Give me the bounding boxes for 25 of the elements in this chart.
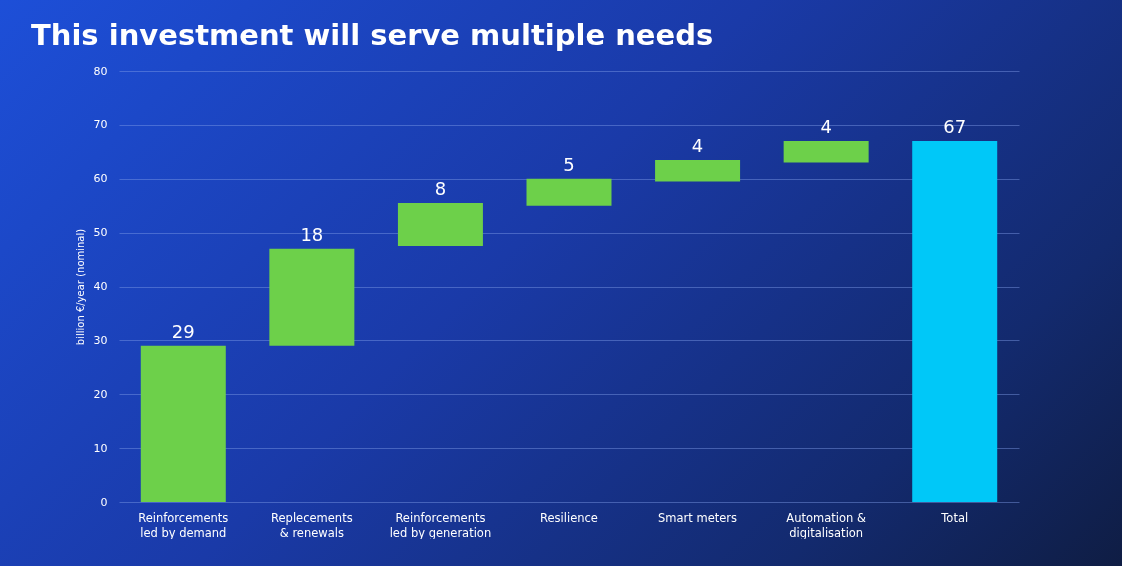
y-tick-label: 10 xyxy=(93,441,108,455)
chart-title: This investment will serve multiple needs xyxy=(31,18,714,52)
y-tick-label: 60 xyxy=(93,172,108,186)
y-tick-label: 20 xyxy=(93,387,108,401)
data-label: 29 xyxy=(171,320,195,342)
y-tick-label: 70 xyxy=(93,118,108,132)
data-label: 8 xyxy=(434,177,447,199)
x-tick-label: Replecements & renewals xyxy=(271,510,353,540)
x-tick-label: Automation & digitalisation xyxy=(786,510,866,540)
data-label: 4 xyxy=(820,116,832,138)
x-tick-label: Smart meters xyxy=(658,510,738,525)
data-label: 5 xyxy=(563,153,575,175)
data-label: 4 xyxy=(691,134,704,156)
y-tick-label: 80 xyxy=(93,64,108,78)
y-tick-label: 50 xyxy=(93,226,108,240)
y-axis-title: billion €/year (nominal) xyxy=(74,228,86,346)
x-tick-label: Total xyxy=(940,510,969,525)
x-tick-label: Resilience xyxy=(540,510,598,525)
y-tick-label: 40 xyxy=(93,280,108,293)
data-label: 18 xyxy=(300,223,324,245)
y-tick-label: 0 xyxy=(100,495,108,509)
x-tick-label: Reinforcements led by generation xyxy=(389,510,492,540)
data-label: 67 xyxy=(943,116,967,138)
x-tick-label: Reinforcements led by demand xyxy=(138,510,229,540)
y-tick-label: 30 xyxy=(93,333,108,347)
